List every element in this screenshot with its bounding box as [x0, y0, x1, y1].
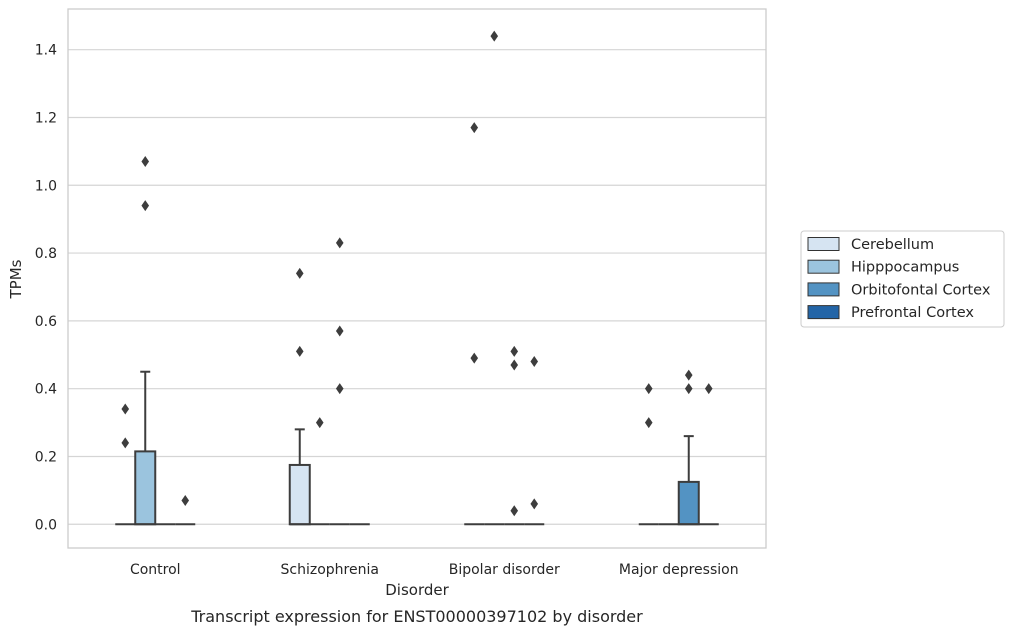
- outlier-point: [470, 352, 479, 364]
- outlier-point: [121, 437, 130, 449]
- x-tick-label: Schizophrenia: [281, 562, 379, 578]
- legend-item: Prefrontal Cortex: [807, 305, 974, 321]
- gridlines: [68, 49, 766, 525]
- outlier-point: [141, 156, 150, 168]
- outlier-point: [684, 369, 693, 381]
- legend-item: Cerebellum: [807, 237, 934, 253]
- x-tick-label: Control: [130, 562, 181, 578]
- legend-item: Hipppocampus: [807, 259, 959, 276]
- outlier-point: [704, 383, 713, 395]
- outlier-point: [644, 383, 653, 395]
- x-tick-label: Bipolar disorder: [449, 562, 560, 578]
- outlier-point: [510, 505, 519, 517]
- outlier-point: [530, 356, 539, 368]
- legend-swatch: [807, 259, 840, 274]
- legend-frame: [800, 230, 1005, 328]
- legend-swatch: [807, 237, 840, 251]
- box-groups: [115, 370, 719, 526]
- figure-caption: Transcript expression for ENST0000039710…: [190, 607, 643, 626]
- box-3-2: [677, 435, 700, 526]
- outlier-point: [470, 122, 479, 134]
- outlier-points: [121, 30, 713, 517]
- x-tick-labels: Control Schizophrenia Bipolar disorder Majo…: [130, 562, 739, 578]
- legend-swatch: [807, 282, 840, 297]
- x-axis-title: Disorder: [385, 581, 449, 599]
- legend-swatch: [807, 305, 840, 320]
- outlier-point: [490, 30, 499, 42]
- box-body: [288, 463, 311, 526]
- legend-label: Prefrontal Cortex: [851, 305, 974, 321]
- outlier-point: [530, 498, 539, 510]
- legend-label: Cerebellum: [851, 237, 934, 253]
- box-body: [134, 450, 157, 526]
- y-tick-label: 0.6: [35, 314, 57, 330]
- outlier-point: [684, 383, 693, 395]
- y-tick-label: 1.0: [35, 178, 57, 194]
- box-1-0: [288, 428, 311, 526]
- y-tick-label: 0.2: [35, 449, 57, 465]
- outlier-point: [644, 417, 653, 429]
- y-tick-labels: 0.0 0.2 0.4 0.6 0.8 1.0 1.2 1.4: [35, 43, 57, 534]
- plot-frame: [67, 8, 767, 549]
- outlier-point: [121, 403, 130, 415]
- outlier-point: [335, 325, 344, 337]
- x-tick-label: Major depression: [619, 562, 739, 578]
- box-0-1: [134, 370, 157, 526]
- outlier-point: [510, 359, 519, 371]
- y-tick-label: 0.4: [35, 382, 57, 398]
- outlier-point: [335, 383, 344, 395]
- y-tick-label: 1.4: [35, 43, 57, 59]
- legend-item: Orbitofontal Cortex: [807, 282, 991, 298]
- y-tick-label: 1.2: [35, 110, 57, 126]
- legend: Cerebellum Hipppocampus Orbitofontal Corte…: [800, 230, 1005, 328]
- y-tick-label: 0.8: [35, 246, 57, 262]
- outlier-point: [510, 345, 519, 357]
- box-body: [677, 480, 700, 526]
- outlier-point: [335, 237, 344, 249]
- legend-label: Hipppocampus: [851, 260, 959, 276]
- outlier-point: [141, 200, 150, 212]
- y-axis-title: TPMs: [7, 259, 25, 299]
- outlier-point: [315, 417, 324, 429]
- outlier-point: [295, 267, 304, 279]
- y-tick-label: 0.0: [35, 517, 57, 533]
- outlier-point: [181, 495, 190, 507]
- outlier-point: [295, 345, 304, 357]
- legend-label: Orbitofontal Cortex: [851, 282, 991, 298]
